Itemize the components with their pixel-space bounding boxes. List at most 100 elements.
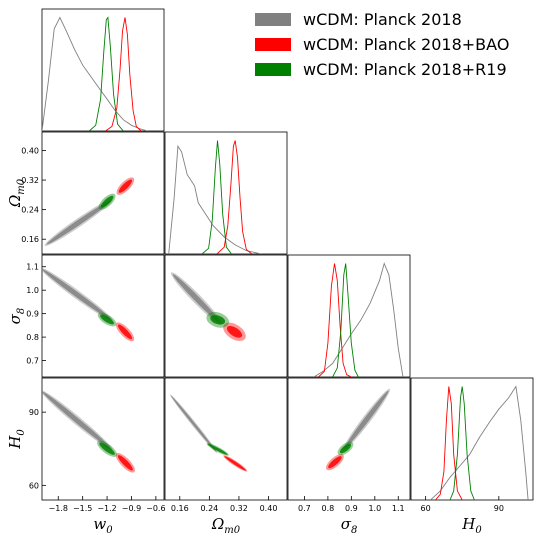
x-tick-label: 0.24: [200, 504, 218, 513]
x-tick-label: 0.32: [230, 504, 248, 513]
axis-label-sub: 0: [16, 429, 27, 436]
legend-label: wCDM: Planck 2018: [303, 10, 462, 29]
contour-68: [46, 200, 111, 245]
x-tick-label: −1.8: [49, 504, 68, 513]
axis-label-base: σ: [6, 313, 24, 324]
x-tick-label: 0.9: [345, 504, 358, 513]
x-tick-label: 60: [421, 504, 431, 513]
panel-frame: [164, 254, 288, 378]
legend-swatch: [255, 13, 291, 26]
axis-label-sub: 8: [16, 308, 27, 314]
x-tick-label: 90: [494, 504, 504, 513]
y-axis-label-Omega_m0: Ωm0: [6, 178, 27, 208]
panel-sigma8-marginal: [287, 254, 411, 378]
legend-item: wCDM: Planck 2018: [255, 10, 462, 29]
y-tick-label: 60: [29, 481, 39, 490]
y-tick-label: 1.1: [26, 263, 39, 272]
axis-label-sub: 8: [351, 525, 357, 536]
panel-Omega_m0-vs-sigma8: [164, 254, 288, 378]
marginal-curve: [435, 386, 463, 500]
x-axis-label-sigma8: σ8: [341, 515, 358, 536]
marginal-curve: [42, 16, 148, 131]
legend-swatch: [255, 63, 291, 76]
x-tick-label: 0.16: [171, 504, 189, 513]
x-tick-label: 0.7: [298, 504, 311, 513]
contour-68: [172, 274, 221, 323]
panel-frame: [287, 377, 411, 501]
contour-68: [344, 390, 389, 449]
panel-frame: [164, 377, 288, 501]
axis-label-base: σ: [341, 515, 352, 533]
contour-68: [42, 269, 111, 320]
contour-68: [118, 179, 133, 193]
marginal-curve: [201, 140, 232, 254]
axis-label-base: H: [461, 515, 476, 533]
legend-label: wCDM: Planck 2018+BAO: [303, 35, 509, 54]
axis-label-base: w: [93, 515, 106, 533]
marginal-curve: [430, 385, 529, 500]
contour-68: [100, 314, 114, 325]
contour-68: [210, 315, 226, 325]
contour-68: [117, 455, 133, 471]
y-tick-label: 0.24: [21, 206, 39, 215]
y-axis-label-H0: H0: [6, 429, 27, 450]
marginal-curve: [105, 17, 142, 131]
y-tick-label: 90: [29, 408, 39, 417]
contour-68: [170, 395, 217, 453]
panel-w0-vs-sigma8: 0.7 0.8 0.9 1.0 1.1 σ8: [6, 254, 165, 378]
contour-68: [226, 325, 243, 338]
contour-68: [100, 195, 114, 208]
axis-label-base: Ω: [211, 515, 224, 533]
axis-label-sub: m0: [16, 178, 27, 194]
contour-68: [117, 324, 133, 340]
y-tick-label: 0.40: [21, 146, 39, 155]
panel-H0-marginal: 60 90 H0: [410, 377, 534, 536]
x-tick-label: −0.6: [146, 504, 165, 513]
contour-68: [224, 456, 247, 471]
contour-68: [42, 391, 111, 449]
legend: wCDM: Planck 2018 wCDM: Planck 2018+BAO wC…: [255, 10, 509, 79]
axis-label-sub: 0: [106, 525, 113, 536]
marginal-curve: [318, 263, 352, 377]
x-axis-label-Omega_m0: Ωm0: [211, 515, 241, 536]
axis-label-base: H: [6, 435, 24, 450]
y-tick-label: 0.8: [26, 333, 39, 342]
panel-Omega_m0-marginal: [164, 131, 288, 255]
marginal-curve: [168, 144, 262, 254]
contour-68: [328, 456, 342, 469]
legend-item: wCDM: Planck 2018+R19: [255, 60, 507, 79]
panel-sigma8-vs-H0: 0.7 0.8 0.9 1.0 1.1 σ8: [287, 377, 411, 536]
marginal-curve: [313, 262, 404, 377]
axis-label-base: Ω: [6, 195, 24, 208]
panel-frame: [410, 377, 534, 501]
y-tick-label: 0.32: [21, 176, 39, 185]
x-tick-label: −1.5: [73, 504, 92, 513]
panel-frame: [41, 377, 165, 501]
contour-68: [99, 442, 115, 455]
marginal-curve: [332, 263, 359, 377]
x-tick-label: 1.1: [392, 504, 405, 513]
contour-68: [207, 443, 228, 455]
axis-label-sub: m0: [224, 525, 240, 536]
panel-w0-marginal: [41, 8, 165, 132]
y-axis-label-sigma8: σ8: [6, 308, 27, 325]
x-tick-label: −1.2: [97, 504, 116, 513]
x-tick-label: 0.8: [322, 504, 335, 513]
legend-swatch: [255, 38, 291, 51]
axis-label-sub: 0: [475, 525, 482, 536]
marginal-curve: [216, 140, 253, 254]
x-axis-label-H0: H0: [461, 515, 482, 536]
y-tick-label: 1.0: [26, 286, 39, 295]
panel-w0-vs-Omega_m0: 0.16 0.24 0.32 0.40 Ωm0: [6, 131, 165, 255]
legend-label: wCDM: Planck 2018+R19: [303, 60, 507, 79]
x-tick-label: 1.0: [368, 504, 381, 513]
x-tick-label: 0.40: [260, 504, 278, 513]
y-tick-label: 0.16: [21, 235, 39, 244]
legend-item: wCDM: Planck 2018+BAO: [255, 35, 509, 54]
panel-Omega_m0-vs-H0: 0.16 0.24 0.32 0.40 Ωm0: [164, 377, 288, 536]
y-tick-label: 0.7: [26, 357, 39, 366]
x-axis-label-w0: w0: [93, 515, 113, 536]
